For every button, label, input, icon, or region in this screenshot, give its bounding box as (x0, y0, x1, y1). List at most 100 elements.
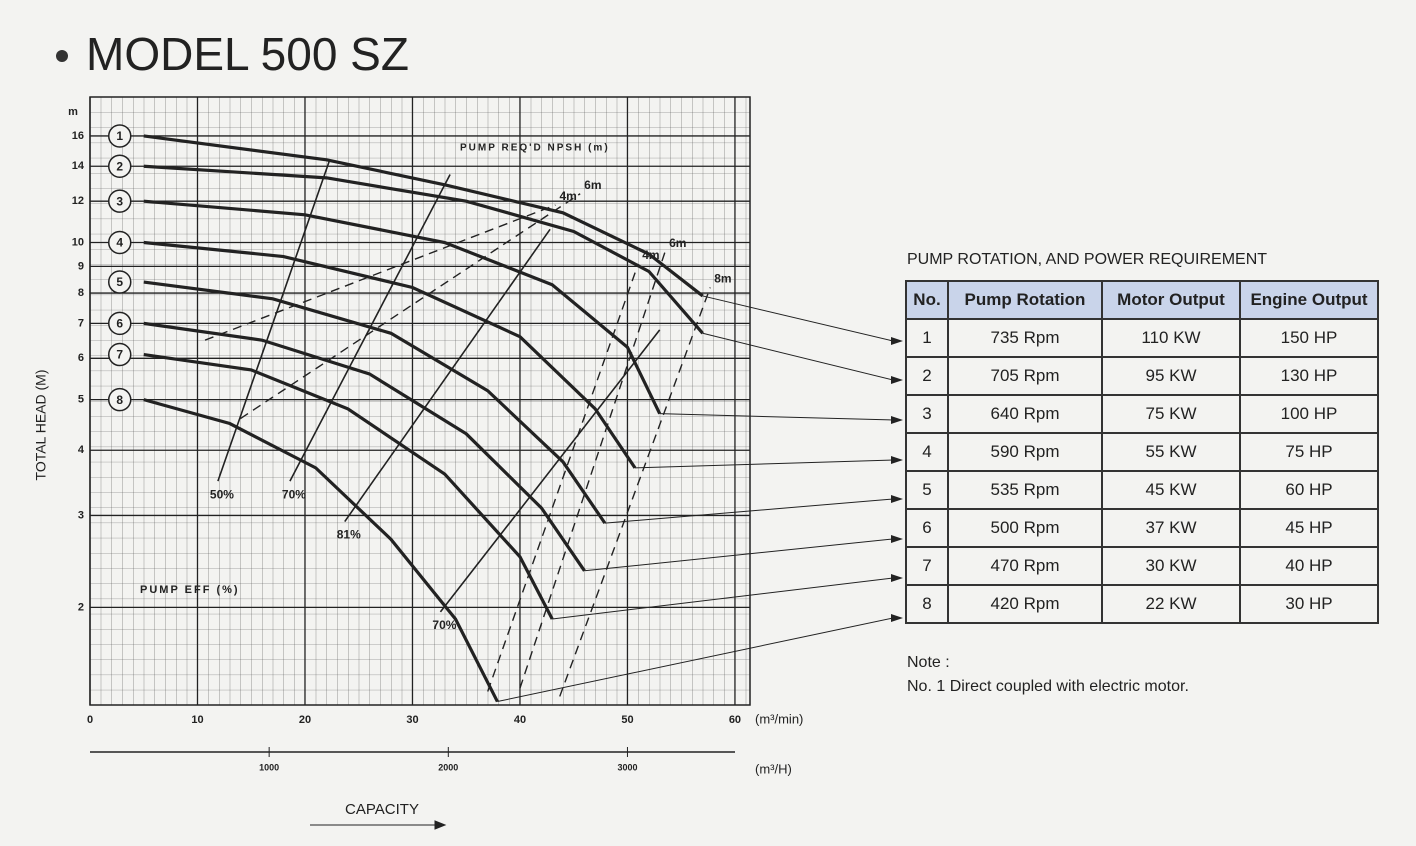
table-cell: 4 (905, 432, 949, 472)
table-cell: 30 HP (1239, 584, 1379, 624)
curve-marker (107, 387, 132, 412)
x2-tick-label: 2000 (438, 762, 458, 772)
table-cell: 535 Rpm (947, 470, 1103, 510)
table-cell: 5 (905, 470, 949, 510)
note: Note : No. 1 Direct coupled with electri… (907, 651, 1189, 699)
efficiency-label: 50% (210, 487, 234, 501)
table-row: 2 705 Rpm 95 KW 130 HP (905, 356, 1379, 396)
table-cell: 40 HP (1239, 546, 1379, 586)
curve-label: 8 (116, 393, 123, 407)
leader-line (702, 295, 894, 342)
table-cell: 1 (905, 318, 949, 358)
npsh-label: 6m (584, 178, 601, 192)
capacity-arrow (310, 820, 447, 830)
curve-label: 4 (116, 236, 123, 250)
table-cell: 130 HP (1239, 356, 1379, 396)
curve-label: 2 (116, 159, 123, 173)
y-tick-label: 8 (78, 287, 84, 299)
x-tick-label: 30 (406, 714, 418, 726)
y-axis-label: TOTAL HEAD (M) (33, 370, 49, 481)
y-tick-label: 16 (72, 130, 84, 142)
table-row: 3 640 Rpm 75 KW 100 HP (905, 394, 1379, 434)
x-tick-label: 50 (621, 714, 633, 726)
curve-label: 1 (116, 129, 123, 143)
npsh-line (559, 287, 711, 697)
leader-arrowhead (891, 574, 903, 582)
table-cell: 705 Rpm (947, 356, 1103, 396)
table-row: 4 590 Rpm 55 KW 75 HP (905, 432, 1379, 472)
npsh-line (240, 193, 581, 420)
curve-marker (107, 270, 132, 294)
leader-line (634, 459, 894, 469)
leader-arrowhead (891, 337, 903, 345)
head-curve (143, 134, 704, 298)
note-line: No. 1 Direct coupled with electric motor… (907, 678, 1189, 695)
head-curve (143, 199, 662, 415)
table-cell: 2 (905, 356, 949, 396)
table-cell: 110 KW (1101, 318, 1241, 358)
head-curve (143, 280, 607, 525)
table-header-cell: No. (905, 280, 949, 320)
table-cell: 100 HP (1239, 394, 1379, 434)
table-cell: 500 Rpm (947, 508, 1103, 548)
x-tick-label: 40 (514, 714, 526, 726)
leader-line (659, 413, 894, 421)
table-cell: 590 Rpm (947, 432, 1103, 472)
leader-line (584, 538, 894, 572)
x-tick-label: 20 (299, 714, 311, 726)
curve-marker (107, 189, 132, 213)
head-curve (143, 398, 499, 703)
table-header-cell: Pump Rotation (947, 280, 1103, 320)
npsh-title: PUMP REQ'D NPSH (m) (460, 143, 610, 154)
x2-tick-label: 1000 (259, 762, 279, 772)
curve-label: 7 (116, 348, 123, 362)
curve-label: 5 (116, 275, 123, 289)
table-cell: 735 Rpm (947, 318, 1103, 358)
y-tick-label: 10 (72, 236, 84, 248)
table-cell: 45 KW (1101, 470, 1241, 510)
table-cell: 60 HP (1239, 470, 1379, 510)
x-tick-label: 10 (191, 714, 203, 726)
table-cell: 420 Rpm (947, 584, 1103, 624)
table-header-cell: Engine Output (1239, 280, 1379, 320)
curve-label: 3 (116, 194, 123, 208)
y-tick-label: 9 (78, 260, 84, 272)
curve-label: 6 (116, 317, 123, 331)
npsh-line (204, 204, 556, 341)
leader-arrowhead (891, 614, 903, 622)
leader-line (604, 498, 894, 524)
efficiency-label: 81% (337, 528, 361, 542)
efficiency-title: PUMP EFF (%) (140, 584, 240, 596)
table-row: 8 420 Rpm 22 KW 30 HP (905, 584, 1379, 624)
table-row: 1 735 Rpm 110 KW 150 HP (905, 318, 1379, 358)
note-line: Note : (907, 654, 950, 671)
curve-marker (107, 342, 132, 367)
y-tick-label: 4 (78, 444, 85, 456)
leader-arrowhead (891, 535, 903, 543)
curve-marker (107, 230, 132, 255)
npsh-line (519, 251, 666, 689)
table-row: 7 470 Rpm 30 KW 40 HP (905, 546, 1379, 586)
efficiency-label: 70% (282, 487, 306, 501)
table-title: PUMP ROTATION, AND POWER REQUIREMENT (907, 251, 1268, 268)
head-curve (143, 352, 554, 620)
title-bullet (56, 50, 68, 62)
y-tick-label: 6 (78, 352, 84, 364)
x-axis-label: CAPACITY (345, 801, 419, 818)
page-title: MODEL 500 SZ (86, 28, 409, 80)
table-cell: 30 KW (1101, 546, 1241, 586)
plot-area (89, 96, 751, 706)
leader-arrowhead (891, 376, 903, 384)
efficiency-line (439, 329, 661, 613)
leader-arrowhead (891, 495, 903, 503)
npsh-label: 8m (714, 272, 731, 286)
table-cell: 7 (905, 546, 949, 586)
x2-unit: (m³/H) (755, 761, 792, 776)
table-cell: 75 HP (1239, 432, 1379, 472)
y-unit: m (68, 106, 78, 118)
y-tick-label: 2 (78, 601, 84, 613)
leader-line (497, 617, 894, 703)
curve-marker (107, 154, 132, 178)
